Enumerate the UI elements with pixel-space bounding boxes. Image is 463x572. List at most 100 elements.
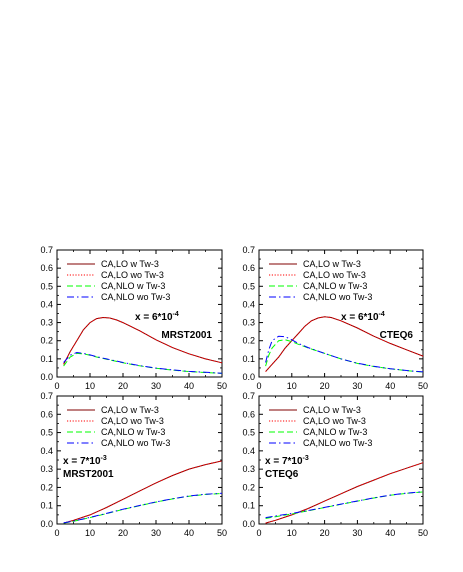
y-tick-label: 0.1 bbox=[40, 354, 53, 364]
y-tick-label: 0.2 bbox=[242, 336, 255, 346]
x-value-exponent: -3 bbox=[101, 455, 107, 462]
y-tick-label: 0.3 bbox=[40, 464, 53, 474]
x-value-annotation: x = 6*10-4 bbox=[341, 311, 385, 323]
x-tick-label: 50 bbox=[217, 381, 227, 391]
y-tick-label: 0.1 bbox=[242, 501, 255, 511]
y-tick-label: 0.6 bbox=[40, 409, 53, 419]
y-tick-label: 0.5 bbox=[242, 281, 255, 291]
x-tick-label: 30 bbox=[151, 528, 161, 538]
legend-entry: CA,NLO wo Tw-3 bbox=[303, 292, 372, 302]
pdf-set-label: MRST2001 bbox=[63, 469, 114, 480]
x-value-annotation: x = 6*10-4 bbox=[135, 311, 179, 323]
series-line-4 bbox=[63, 492, 223, 524]
x-tick-label: 20 bbox=[118, 528, 128, 538]
x-tick-label: 40 bbox=[184, 528, 194, 538]
y-tick-label: 0.4 bbox=[40, 446, 53, 456]
x-value-annotation: x = 7*10-3 bbox=[265, 455, 309, 467]
x-tick-label: 0 bbox=[54, 528, 59, 538]
x-tick-label: 10 bbox=[85, 528, 95, 538]
y-tick-label: 0.4 bbox=[242, 446, 255, 456]
x-tick-label: 10 bbox=[85, 381, 95, 391]
legend-entry: CA,LO w Tw-3 bbox=[101, 259, 159, 269]
y-tick-label: 0.4 bbox=[40, 299, 53, 309]
x-tick-label: 10 bbox=[287, 528, 297, 538]
x-tick-label: 20 bbox=[118, 381, 128, 391]
series-line-3 bbox=[63, 493, 223, 524]
series-line-1 bbox=[265, 316, 424, 372]
y-tick-label: 0.4 bbox=[242, 299, 255, 309]
series-line-4 bbox=[265, 335, 424, 373]
y-tick-label: 0.5 bbox=[40, 281, 53, 291]
pdf-set-label: MRST2001 bbox=[161, 330, 212, 341]
x-value-annotation: x = 7*10-3 bbox=[63, 455, 107, 467]
y-tick-label: 0.1 bbox=[242, 354, 255, 364]
y-tick-label: 0.0 bbox=[242, 372, 255, 382]
panel-bottom-left: 0.0 0.1 0.2 0.3 0.4 0.5 0.6 0.7 0 10 20 30 40 50 CA,LO… bbox=[40, 391, 227, 538]
x-tick-label: 40 bbox=[385, 528, 395, 538]
legend-entry: CA,LO wo Tw-3 bbox=[303, 416, 366, 426]
legend-entry: CA,LO wo Tw-3 bbox=[303, 270, 366, 280]
y-tick-label: 0.5 bbox=[40, 428, 53, 438]
series-line-1 bbox=[63, 460, 223, 524]
legend-entry: CA,LO w Tw-3 bbox=[303, 405, 361, 415]
x-tick-label: 40 bbox=[385, 381, 395, 391]
pdf-set-label: CTEQ6 bbox=[380, 330, 414, 341]
x-tick-label: 20 bbox=[320, 381, 330, 391]
legend-entry: CA,NLO wo Tw-3 bbox=[101, 438, 170, 448]
y-tick-label: 0.0 bbox=[40, 519, 53, 529]
legend-entry: CA,NLO w Tw-3 bbox=[101, 427, 165, 437]
y-tick-label: 0.3 bbox=[242, 318, 255, 328]
y-tick-label: 0.1 bbox=[40, 501, 53, 511]
legend-entry: CA,NLO wo Tw-3 bbox=[303, 438, 372, 448]
series-line-2 bbox=[63, 316, 223, 365]
x-tick-label: 30 bbox=[352, 528, 362, 538]
legend-entry: CA,LO wo Tw-3 bbox=[101, 270, 164, 280]
y-tick-label: 0.7 bbox=[40, 391, 53, 401]
pdf-set-label: CTEQ6 bbox=[265, 469, 299, 480]
series-line-4 bbox=[63, 351, 223, 374]
panel-top-right: 0.0 0.1 0.2 0.3 0.4 0.5 0.6 0.7 0 10 20 30 40 50 CA,LO… bbox=[242, 245, 428, 391]
legend-entry: CA,LO w Tw-3 bbox=[303, 259, 361, 269]
legend-entry: CA,LO wo Tw-3 bbox=[101, 416, 164, 426]
x-value-exponent: -4 bbox=[173, 311, 179, 318]
y-tick-label: 0.0 bbox=[40, 372, 53, 382]
x-tick-label: 50 bbox=[418, 381, 428, 391]
y-tick-label: 0.7 bbox=[40, 245, 53, 255]
x-tick-label: 0 bbox=[256, 528, 261, 538]
x-tick-label: 10 bbox=[287, 381, 297, 391]
x-value-exponent: -4 bbox=[379, 311, 385, 318]
panel-bottom-right: 0.0 0.1 0.2 0.3 0.4 0.5 0.6 0.7 0 10 20 30 40 50 CA,LO… bbox=[242, 391, 428, 538]
y-tick-label: 0.5 bbox=[242, 428, 255, 438]
y-tick-label: 0.7 bbox=[242, 391, 255, 401]
y-tick-label: 0.3 bbox=[242, 464, 255, 474]
legend-entry: CA,NLO w Tw-3 bbox=[101, 281, 165, 291]
series-line-3 bbox=[265, 491, 424, 519]
x-tick-label: 30 bbox=[151, 381, 161, 391]
x-tick-label: 50 bbox=[418, 528, 428, 538]
y-tick-label: 0.6 bbox=[242, 409, 255, 419]
y-tick-label: 0.2 bbox=[40, 336, 53, 346]
x-tick-label: 0 bbox=[256, 381, 261, 391]
y-tick-label: 0.7 bbox=[242, 245, 255, 255]
x-tick-label: 50 bbox=[217, 528, 227, 538]
x-value-exponent: -3 bbox=[303, 455, 309, 462]
legend-entry: CA,NLO w Tw-3 bbox=[303, 427, 367, 437]
y-tick-label: 0.2 bbox=[242, 482, 255, 492]
x-tick-label: 20 bbox=[320, 528, 330, 538]
legend-entry: CA,NLO wo Tw-3 bbox=[101, 292, 170, 302]
series-line-4 bbox=[265, 491, 424, 519]
y-tick-label: 0.6 bbox=[242, 263, 255, 273]
x-tick-label: 30 bbox=[352, 381, 362, 391]
y-tick-label: 0.0 bbox=[242, 519, 255, 529]
y-tick-label: 0.2 bbox=[40, 482, 53, 492]
series-line-3 bbox=[63, 352, 223, 374]
panel-top-left: 0.0 0.1 0.2 0.3 0.4 0.5 0.6 0.7 0 10 20 30 40 50 CA,LO… bbox=[40, 245, 227, 391]
y-tick-label: 0.3 bbox=[40, 318, 53, 328]
x-tick-label: 40 bbox=[184, 381, 194, 391]
legend-entry: CA,LO w Tw-3 bbox=[101, 405, 159, 415]
x-tick-label: 0 bbox=[54, 381, 59, 391]
series-line-3 bbox=[265, 339, 424, 373]
series-line-1 bbox=[265, 462, 424, 524]
y-tick-label: 0.6 bbox=[40, 263, 53, 273]
